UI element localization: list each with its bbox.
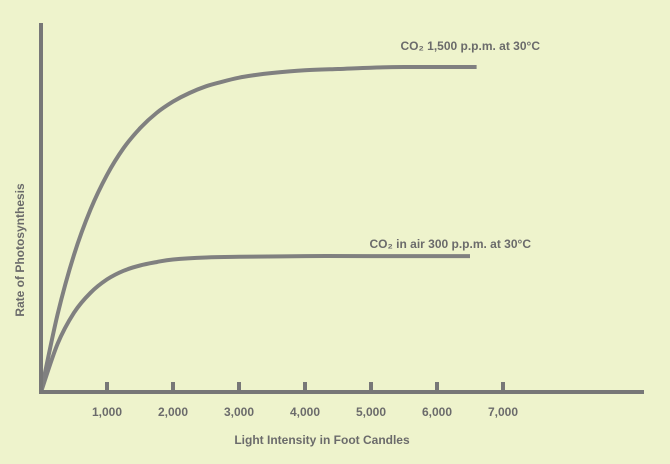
x-tick-label-6000: 6,000 — [422, 405, 452, 419]
series-line-2 — [39, 254, 470, 393]
x-tick-6000 — [435, 382, 439, 392]
x-tick-label-3000: 3,000 — [224, 405, 254, 419]
x-tick-label-2000: 2,000 — [158, 405, 188, 419]
x-axis-title: Light Intensity in Foot Candles — [234, 433, 410, 447]
y-axis-title: Rate of Photosynthesis — [13, 183, 27, 317]
x-tick-2000 — [171, 382, 175, 392]
x-tick-label-1000: 1,000 — [92, 405, 122, 419]
series-label-2: CO₂ in air 300 p.p.m. at 30°C — [369, 237, 531, 251]
series-label-1: CO₂ 1,500 p.p.m. at 30°C — [400, 39, 540, 53]
x-tick-5000 — [369, 382, 373, 392]
x-tick-7000 — [501, 382, 505, 392]
x-tick-3000 — [237, 382, 241, 392]
x-tick-label-5000: 5,000 — [356, 405, 386, 419]
x-tick-label-4000: 4,000 — [290, 405, 320, 419]
x-tick-label-7000: 7,000 — [488, 405, 518, 419]
x-tick-1000 — [105, 382, 109, 392]
x-tick-4000 — [303, 382, 307, 392]
series-line-1 — [39, 64, 477, 393]
